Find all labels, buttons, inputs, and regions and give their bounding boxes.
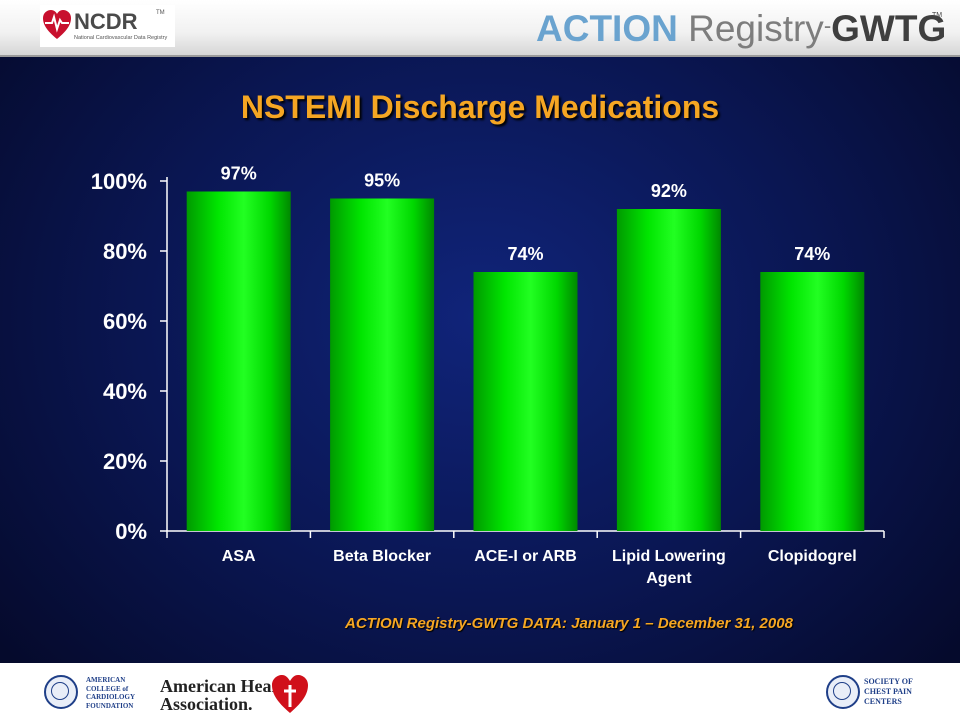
bar-value-label: 97% — [221, 164, 257, 184]
x-category-label: ASA — [222, 548, 256, 565]
bar-value-label: 74% — [794, 244, 830, 264]
y-tick-label: 40% — [103, 379, 147, 404]
scpc-line: SOCIETY OF — [864, 677, 913, 686]
bar — [760, 272, 865, 531]
ncdr-trademark: TM — [156, 10, 165, 16]
bar-value-label: 95% — [364, 171, 400, 191]
bar — [330, 198, 435, 531]
x-category-label: ACE-I or ARB — [474, 548, 577, 565]
chart-title: NSTEMI Discharge Medications — [240, 89, 720, 125]
slide-area: NSTEMI Discharge Medications 0% 20% 40% 60%… — [0, 57, 960, 663]
y-tick-label: 60% — [103, 309, 147, 334]
action-logo-part3: - — [823, 13, 832, 38]
aha-logo: American Heart Association. — [160, 677, 285, 713]
x-category-label: Clopidogrel — [768, 548, 857, 565]
scpc-logo: SOCIETY OF CHEST PAIN CENTERS — [864, 677, 913, 707]
scpc-seal-icon — [826, 675, 860, 709]
aha-line: Association. — [160, 694, 253, 714]
acc-seal-icon — [44, 675, 78, 709]
y-tick-label: 100% — [91, 169, 147, 194]
action-logo-part1: ACTION — [536, 8, 678, 49]
action-trademark: TM — [932, 12, 943, 19]
bar-value-label: 92% — [651, 181, 687, 201]
data-source-footnote: ACTION Registry-GWTG DATA: January 1 – D… — [345, 615, 793, 632]
ncdr-wordmark: NCDR — [74, 9, 138, 34]
footer-band: AMERICAN COLLEGE of CARDIOLOGY FOUNDATIO… — [0, 663, 960, 720]
action-registry-logo: ACTION Registry-GWTG — [536, 3, 946, 52]
bar — [616, 209, 721, 531]
acc-line: AMERICAN — [86, 676, 126, 684]
x-category-label: Lipid Lowering — [612, 548, 726, 565]
x-category-label: Beta Blocker — [333, 548, 431, 565]
y-tick-label: 20% — [103, 449, 147, 474]
action-logo-part4: GWTG — [831, 8, 947, 49]
acc-foundation-logo: AMERICAN COLLEGE of CARDIOLOGY FOUNDATIO… — [86, 676, 135, 710]
bar-chart: 0% 20% 40% 60% 80% 100% 97% ASA 95% Beta Blocker 7… — [91, 164, 885, 587]
scpc-line: CHEST PAIN — [864, 687, 912, 696]
bar-value-label: 74% — [507, 244, 543, 264]
bar — [186, 191, 291, 531]
bar — [473, 272, 578, 531]
ncdr-logo: NCDR TM National Cardiovascular Data Reg… — [40, 5, 175, 47]
aha-line: American Heart — [160, 676, 286, 696]
acc-line: FOUNDATION — [86, 701, 134, 710]
acc-line: COLLEGE of — [86, 684, 129, 693]
ncdr-subtitle: National Cardiovascular Data Registry — [74, 35, 168, 41]
ncdr-heart-icon — [43, 10, 71, 39]
scpc-line: CENTERS — [864, 697, 902, 706]
action-logo-part2: Registry — [688, 8, 824, 49]
acc-line: CARDIOLOGY — [86, 693, 136, 701]
y-tick-label: 80% — [103, 239, 147, 264]
header-band: NCDR TM National Cardiovascular Data Reg… — [0, 0, 960, 57]
aha-heart-torch-icon — [272, 675, 308, 713]
y-tick-label: 0% — [115, 519, 147, 544]
x-category-label: Agent — [646, 570, 692, 587]
